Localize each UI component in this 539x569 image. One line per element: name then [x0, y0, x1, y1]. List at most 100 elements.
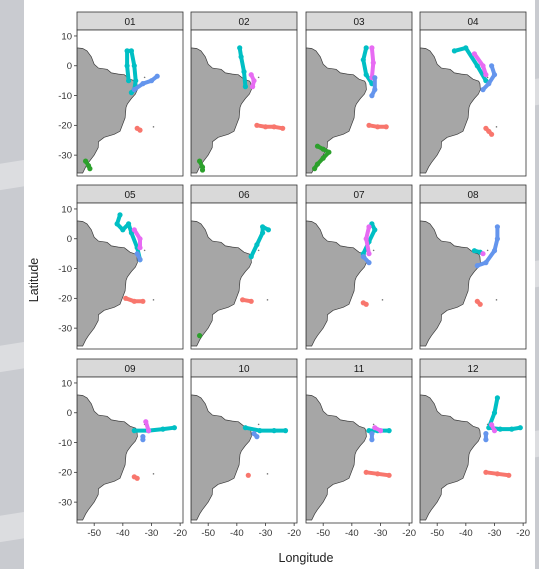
island-marker — [486, 76, 489, 79]
track-point-red — [248, 298, 254, 304]
facet-label: 09 — [124, 364, 136, 375]
island-marker — [143, 249, 146, 252]
facet-label: 04 — [467, 17, 479, 28]
track-point-blue — [483, 437, 489, 443]
facet-label: 03 — [353, 17, 365, 28]
panel-border — [419, 376, 527, 524]
track-point-blue — [369, 431, 375, 437]
track-point-magenta — [489, 422, 495, 428]
panel-content — [306, 30, 389, 174]
facet-label: 11 — [354, 364, 365, 375]
track-point-green — [314, 161, 321, 167]
track-point-cyan — [260, 224, 266, 230]
track-point-magenta — [143, 419, 149, 425]
facet-panel-06: 06 — [190, 184, 298, 350]
facet-label: 07 — [353, 190, 365, 201]
track-point-cyan — [494, 395, 500, 401]
x-tick-label: -50 — [201, 528, 215, 539]
y-tick-label: 10 — [61, 204, 72, 215]
x-tick-label: -20 — [402, 528, 416, 539]
facet-panel-04: 04 — [419, 11, 527, 177]
panel-border — [305, 29, 413, 177]
track-point-magenta — [377, 428, 384, 434]
panel-content — [306, 203, 384, 347]
track-point-blue — [486, 81, 492, 87]
facet-panel-09: 09 10 0 -10 -20 -30 -50 -40 -30 -20 — [58, 358, 187, 539]
track-point-cyan — [241, 69, 247, 75]
facet-panel-03: 03 — [305, 11, 413, 177]
track-point-cyan — [126, 221, 132, 227]
x-axis-title: Longitude — [279, 551, 334, 565]
track-point-blue — [366, 260, 372, 266]
panel-content — [77, 203, 155, 347]
island-marker — [266, 473, 269, 475]
track-point-magenta — [137, 236, 143, 242]
track-point-blue — [494, 224, 500, 230]
track-point-red — [363, 301, 369, 307]
track-point-blue — [494, 236, 500, 242]
track-point-magenta — [491, 428, 498, 434]
track-point-green — [326, 149, 332, 155]
track-point-red — [386, 472, 392, 478]
track-point-blue — [137, 257, 143, 263]
track-point-blue — [480, 87, 486, 93]
track-point-cyan — [126, 78, 132, 84]
track-point-red — [363, 469, 369, 475]
track-point-red — [506, 472, 512, 478]
track-point-blue — [474, 263, 480, 269]
track-point-blue — [254, 434, 260, 440]
island-marker — [486, 249, 489, 252]
track-point-red — [271, 124, 277, 130]
chart-card: 01 10 0 -10 -20 -30 02 03 04 05 10 0 -10 -20 -30 06 07 08… — [24, 0, 535, 569]
track-point-red — [131, 298, 137, 304]
panel-border — [419, 29, 527, 177]
facet-panel-05: 05 10 0 -10 -20 -30 — [58, 184, 184, 350]
track-point-magenta — [248, 72, 254, 78]
island-marker — [152, 126, 155, 128]
x-tick-label: -50 — [430, 528, 444, 539]
track-point-magenta — [366, 251, 372, 257]
track-point-cyan — [237, 45, 243, 51]
track-point-cyan — [386, 428, 392, 434]
x-tick-label: -50 — [87, 528, 101, 539]
south-america-land — [191, 30, 252, 174]
island-marker — [257, 423, 260, 426]
track-point-cyan — [124, 63, 130, 69]
track-line-blue — [481, 63, 497, 92]
y-tick-label: -20 — [58, 121, 72, 132]
panel-content — [420, 203, 500, 347]
track-line-red — [254, 123, 285, 131]
track-point-magenta — [137, 245, 143, 251]
track-point-magenta — [250, 84, 256, 90]
x-tick-label: -30 — [488, 528, 502, 539]
track-point-cyan — [271, 428, 277, 434]
track-point-cyan — [491, 410, 498, 416]
island-marker — [372, 423, 375, 426]
y-tick-label: 0 — [67, 408, 72, 419]
track-point-magenta — [369, 45, 375, 51]
facet-panel-10: 10 -50 -40 -30 -20 — [190, 358, 301, 539]
track-point-red — [123, 295, 129, 301]
y-tick-label: -10 — [58, 91, 72, 102]
track-point-red — [366, 122, 372, 128]
track-point-magenta — [370, 60, 376, 66]
track-point-blue — [360, 254, 366, 260]
x-tick-label: -30 — [145, 528, 159, 539]
track-point-cyan — [360, 57, 366, 63]
panel-border — [305, 202, 413, 350]
island-marker — [495, 299, 498, 301]
island-marker — [257, 76, 260, 79]
track-point-cyan — [372, 227, 378, 233]
island-marker — [372, 249, 375, 252]
panel-content — [420, 377, 523, 521]
track-point-blue — [372, 87, 378, 93]
track-point-cyan — [124, 48, 130, 54]
track-point-red — [140, 298, 146, 304]
panel-content — [77, 377, 177, 521]
panel-content — [77, 30, 160, 174]
track-point-cyan — [265, 227, 271, 233]
track-point-blue — [131, 87, 137, 93]
y-tick-label: 0 — [67, 234, 72, 245]
track-point-magenta — [131, 227, 137, 233]
panel-border — [190, 202, 298, 350]
